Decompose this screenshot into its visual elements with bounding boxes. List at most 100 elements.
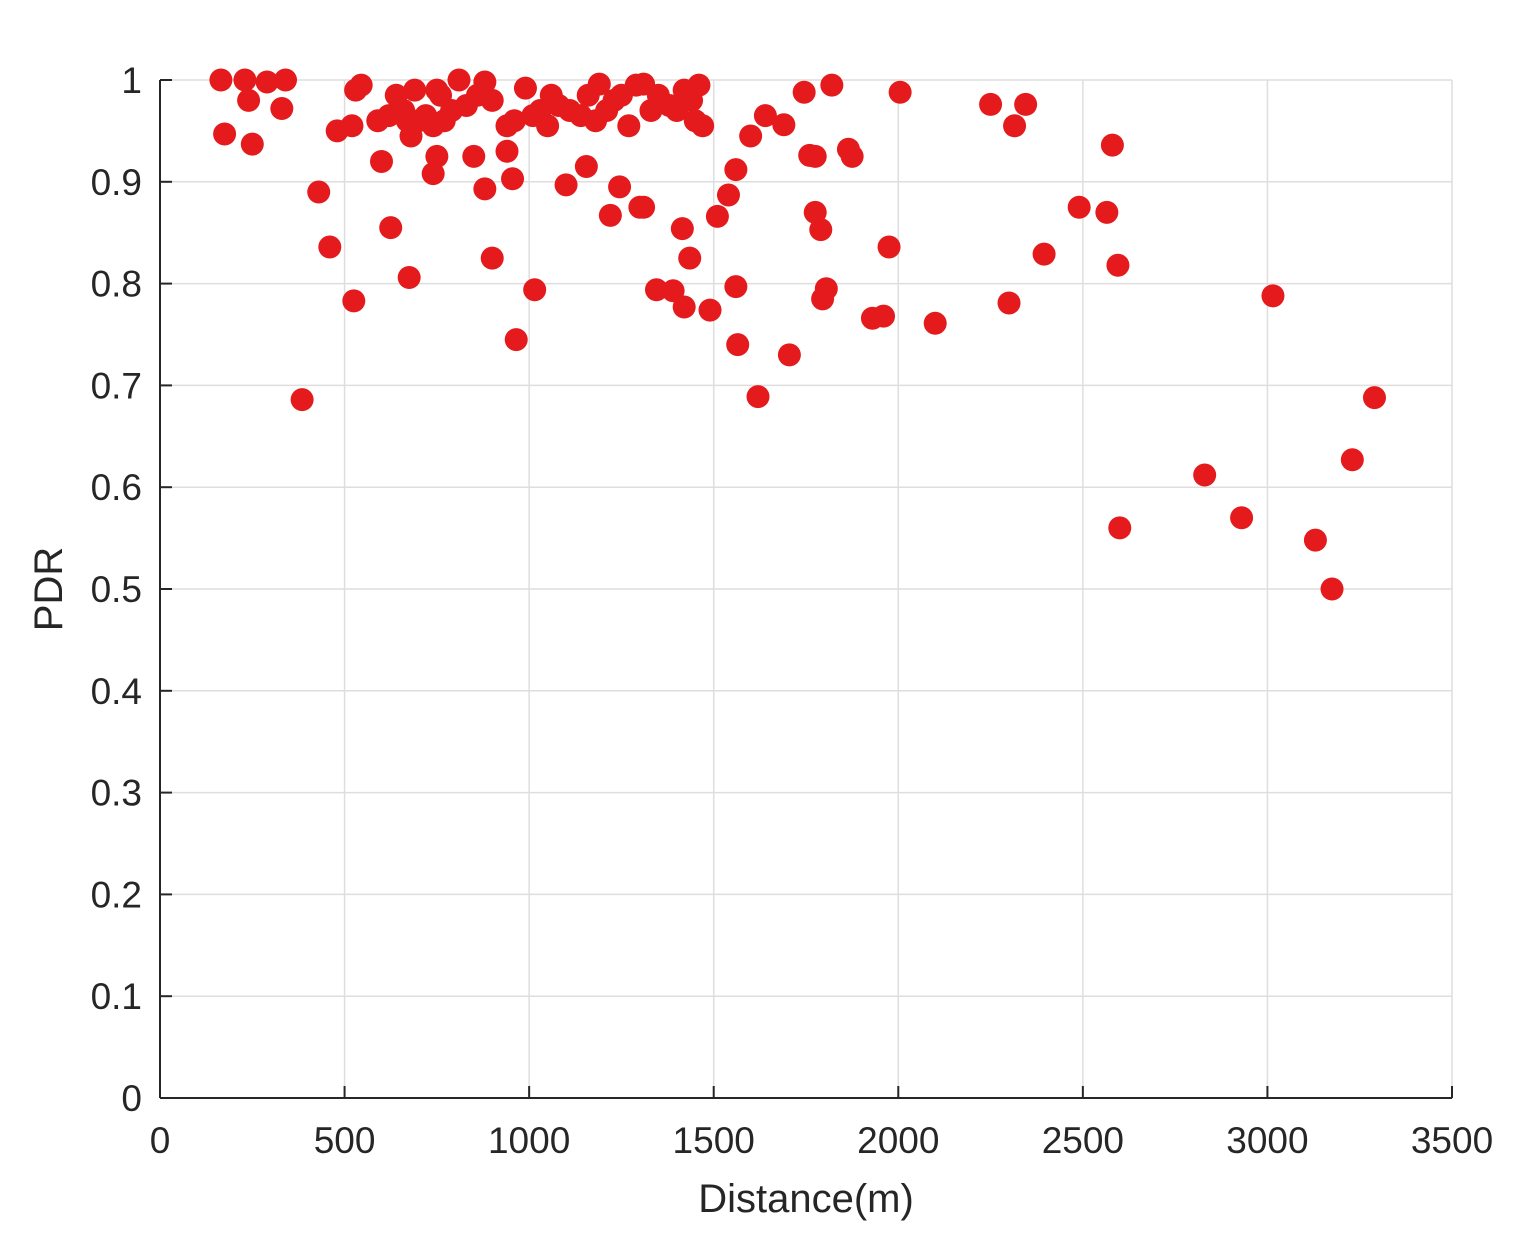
y-tick-label: 1 [121, 60, 142, 101]
data-point [724, 158, 748, 182]
x-tick-label: 2500 [1042, 1120, 1124, 1161]
data-point [644, 278, 668, 302]
data-point [209, 68, 233, 92]
data-point [1108, 516, 1132, 540]
data-point [1230, 506, 1254, 530]
data-points-layer [209, 68, 1386, 601]
data-point [502, 109, 526, 133]
x-tick-label: 500 [314, 1120, 376, 1161]
y-axis-label: PDR [27, 547, 71, 631]
data-point [672, 295, 696, 319]
data-point [574, 155, 598, 179]
data-point [421, 162, 445, 186]
x-tick-label: 1000 [488, 1120, 570, 1161]
data-point [820, 73, 844, 97]
data-point [803, 144, 827, 168]
data-point [233, 68, 257, 92]
data-point [809, 218, 833, 242]
data-point [270, 97, 294, 121]
data-point [814, 277, 838, 301]
data-point [772, 113, 796, 137]
data-point [1032, 242, 1056, 266]
data-point [480, 246, 504, 270]
y-tick-label: 0.9 [91, 162, 142, 203]
data-point [237, 88, 261, 112]
data-point [213, 122, 237, 146]
data-point [997, 291, 1021, 315]
data-point [777, 343, 801, 367]
data-point [840, 144, 864, 168]
data-point [1193, 463, 1217, 487]
x-tick-label: 3500 [1411, 1120, 1493, 1161]
data-point [447, 68, 471, 92]
data-point [792, 80, 816, 104]
data-point [923, 311, 947, 335]
data-point [425, 144, 449, 168]
y-tick-label: 0.4 [91, 671, 142, 712]
y-tick-label: 0.7 [91, 365, 142, 406]
data-point [473, 70, 497, 94]
axis-layer: 0 500 1000 1500 2000 2500 3000 3500 0 0.1 0.2 0.3 0.… [91, 60, 1494, 1161]
x-tick-label: 1500 [673, 1120, 755, 1161]
data-point [587, 72, 611, 96]
data-point [536, 114, 560, 138]
data-point [495, 139, 519, 163]
data-point [274, 68, 298, 92]
y-tick-label: 0.6 [91, 467, 142, 508]
data-point [1003, 114, 1027, 138]
data-point [1095, 200, 1119, 224]
data-point [240, 132, 264, 156]
data-point [554, 173, 578, 197]
data-point [726, 333, 750, 357]
data-point [501, 167, 525, 191]
data-point [473, 177, 497, 201]
data-point [379, 216, 403, 240]
data-point [753, 104, 777, 128]
x-tick-label: 2000 [857, 1120, 939, 1161]
data-point [803, 200, 827, 224]
y-tick-label: 0 [121, 1078, 142, 1119]
axis-labels-layer: Distance(m) PDR [27, 547, 914, 1221]
data-point [617, 114, 641, 138]
data-point [397, 265, 421, 289]
data-point [598, 203, 622, 227]
data-point [1303, 528, 1327, 552]
y-tick-label: 0.8 [91, 264, 142, 305]
data-point [608, 175, 632, 199]
data-point [369, 149, 393, 173]
data-point [746, 385, 770, 409]
data-point [349, 73, 373, 97]
y-tick-label: 0.3 [91, 773, 142, 814]
data-point [318, 235, 342, 259]
data-point [340, 114, 364, 138]
data-point [255, 70, 279, 94]
data-point [739, 124, 763, 148]
data-point [523, 278, 547, 302]
x-tick-label: 0 [150, 1120, 171, 1161]
data-point [698, 298, 722, 322]
data-point [670, 217, 694, 241]
data-point [1320, 577, 1344, 601]
data-point [1106, 253, 1130, 277]
data-point [872, 304, 896, 328]
data-point [687, 73, 711, 97]
x-axis-label: Distance(m) [698, 1177, 914, 1221]
data-point [290, 388, 314, 412]
data-point [705, 204, 729, 228]
data-point [1100, 133, 1124, 157]
data-point [1261, 284, 1285, 308]
data-point [1340, 448, 1364, 472]
data-point [462, 144, 486, 168]
data-point [342, 289, 366, 313]
data-point [877, 235, 901, 259]
data-point [716, 183, 740, 207]
data-point [691, 114, 715, 138]
data-point [403, 78, 427, 102]
data-point [979, 92, 1003, 116]
data-point [513, 76, 537, 100]
data-point [1067, 195, 1091, 219]
data-point [888, 80, 912, 104]
data-point [724, 275, 748, 299]
